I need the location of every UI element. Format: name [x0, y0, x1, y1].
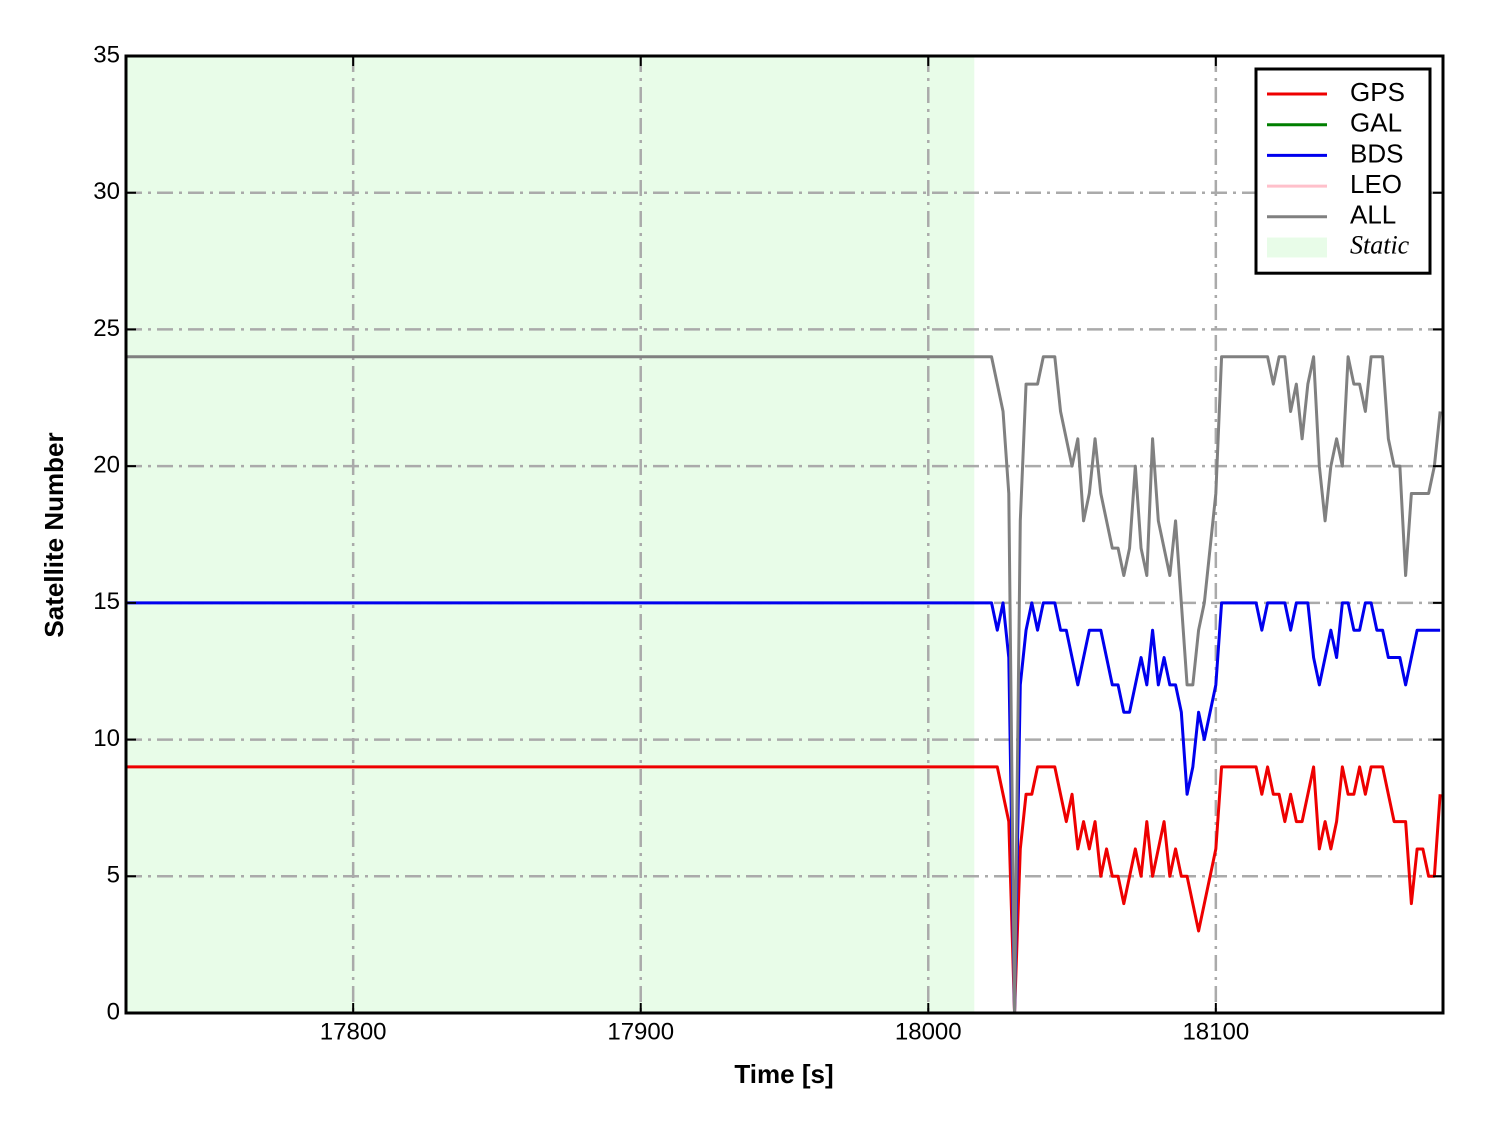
series-line	[126, 601, 1441, 1015]
plot-area	[126, 54, 1443, 1015]
y-tick-label: 20	[93, 451, 120, 478]
y-tick-label: 0	[107, 998, 120, 1025]
x-tick-label: 18000	[895, 1018, 962, 1045]
series-line	[126, 355, 1442, 1015]
y-tick-label: 5	[107, 862, 120, 889]
plot-frame	[124, 54, 1445, 1015]
y-tick-label: 25	[93, 315, 120, 342]
x-tick-label: 18100	[1182, 1018, 1249, 1045]
y-tick-label: 35	[93, 41, 120, 68]
x-axis-label: Time [s]	[734, 1059, 833, 1089]
y-axis-label: Satellite Number	[39, 432, 69, 637]
legend-label: BDS	[1350, 138, 1403, 168]
x-tick-label: 17900	[607, 1018, 674, 1045]
static-region	[126, 56, 975, 1013]
legend-label: GAL	[1350, 108, 1402, 138]
legend-label: GPS	[1350, 77, 1405, 107]
y-tick-label: 10	[93, 725, 120, 752]
legend-swatch	[1267, 237, 1327, 258]
y-tick-label: 15	[93, 588, 120, 615]
x-tick-label: 17800	[320, 1018, 387, 1045]
legend-label: LEO	[1350, 169, 1402, 199]
series-line	[126, 765, 1442, 1015]
legend-label: Static	[1350, 230, 1410, 259]
y-tick-label: 30	[93, 178, 120, 205]
legend-label: ALL	[1350, 200, 1396, 230]
